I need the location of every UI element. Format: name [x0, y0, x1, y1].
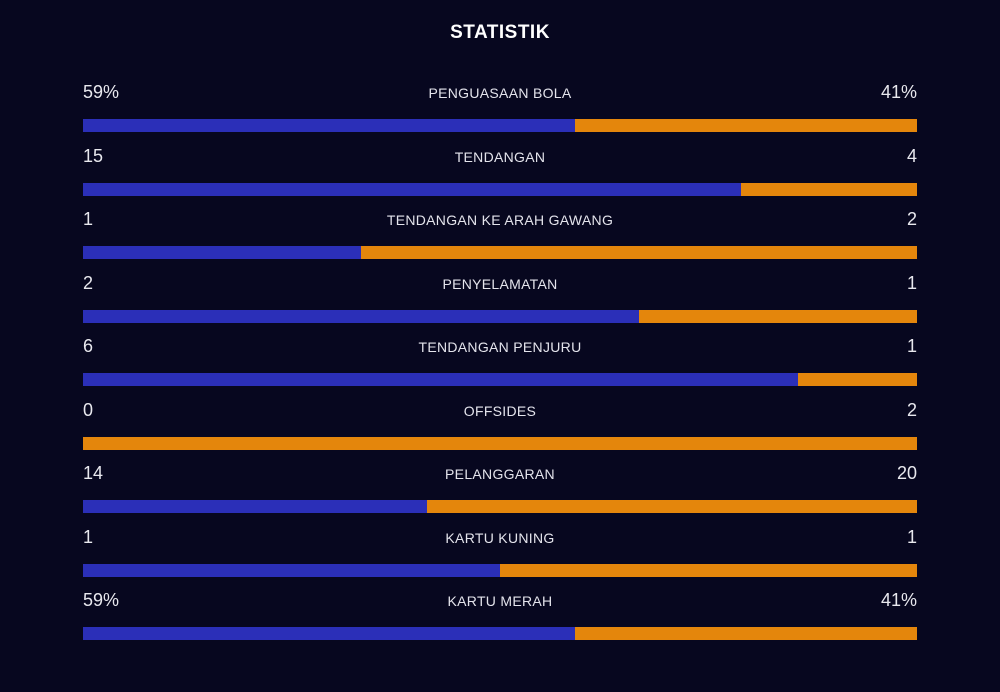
- stat-label: KARTU KUNING: [445, 529, 555, 546]
- comparison-bar: [83, 627, 917, 640]
- home-value: 6: [83, 336, 94, 356]
- home-bar: [83, 246, 361, 259]
- stat-label: KARTU MERAH: [447, 593, 553, 609]
- away-value: 1: [906, 272, 917, 293]
- stat-header: 0 OFFSIDES 2: [83, 398, 917, 426]
- away-value: 1: [906, 336, 917, 356]
- comparison-bar: [83, 246, 917, 259]
- stat-row-possession: 59% PENGUASAAN BOLA 41%: [83, 80, 917, 144]
- home-value: 14: [83, 463, 104, 483]
- home-bar: [83, 119, 576, 132]
- stat-header: 2 PENYELAMATAN 1: [83, 271, 917, 299]
- stat-header: 6 TENDANGAN PENJURU 1: [83, 334, 917, 362]
- home-value: 2: [83, 272, 94, 293]
- stat-row-red-cards: 59% KARTU MERAH 41%: [83, 588, 917, 652]
- stat-row-corners: 6 TENDANGAN PENJURU 1: [83, 334, 917, 398]
- comparison-bar: [83, 309, 917, 323]
- stat-label: TENDANGAN PENJURU: [418, 339, 582, 355]
- away-value: 41%: [880, 590, 917, 610]
- away-bar: [797, 373, 917, 386]
- stat-label: PENYELAMATAN: [442, 275, 558, 292]
- away-bar: [83, 436, 917, 450]
- comparison-bar: [83, 182, 917, 196]
- stat-header: 15 TENDANGAN 4: [83, 144, 917, 172]
- home-bar: [83, 500, 427, 513]
- stats-title: STATISTIK: [450, 22, 550, 43]
- stat-row-offsides: 0 OFFSIDES 2: [83, 398, 917, 462]
- away-bar: [575, 627, 917, 640]
- away-value: 41%: [880, 82, 917, 102]
- comparison-bar: [83, 373, 917, 386]
- stat-label: TENDANGAN KE ARAH GAWANG: [386, 212, 614, 228]
- stat-label: OFFSIDES: [463, 402, 537, 419]
- home-bar: [83, 627, 576, 640]
- away-bar: [741, 182, 917, 196]
- home-value: 15: [83, 145, 104, 166]
- home-bar: [83, 563, 500, 577]
- away-value: 20: [896, 463, 917, 483]
- stat-row-fouls: 14 PELANGGARAN 20: [83, 461, 917, 525]
- away-bar: [426, 500, 917, 513]
- away-value: 1: [906, 526, 917, 547]
- stat-label: PELANGGARAN: [445, 466, 555, 482]
- home-value: 1: [83, 209, 94, 229]
- home-bar: [83, 182, 742, 196]
- away-value: 4: [906, 145, 917, 166]
- comparison-bar: [83, 119, 917, 132]
- away-bar: [639, 309, 917, 323]
- stat-header: 59% KARTU MERAH 41%: [83, 588, 917, 616]
- stat-row-shots-on-target: 1 TENDANGAN KE ARAH GAWANG 2: [83, 207, 917, 271]
- stat-label: PENGUASAAN BOLA: [428, 85, 572, 101]
- stat-row-shots: 15 TENDANGAN 4: [83, 144, 917, 208]
- home-bar: [83, 309, 640, 323]
- home-value: 1: [83, 526, 94, 547]
- stat-header: 1 KARTU KUNING 1: [83, 525, 917, 553]
- comparison-bar: [83, 500, 917, 513]
- home-value: 59%: [83, 82, 120, 102]
- comparison-bar: [83, 436, 917, 450]
- away-bar: [500, 563, 917, 577]
- stat-header: 14 PELANGGARAN 20: [83, 461, 917, 489]
- home-value: 0: [83, 399, 94, 420]
- stat-header: 1 TENDANGAN KE ARAH GAWANG 2: [83, 207, 917, 235]
- stat-header: 59% PENGUASAAN BOLA 41%: [83, 80, 917, 108]
- stats-list: 59% PENGUASAAN BOLA 41% 15 TENDANGAN 4 1…: [83, 80, 917, 652]
- home-value: 59%: [83, 590, 120, 610]
- stat-row-yellow-cards: 1 KARTU KUNING 1: [83, 525, 917, 589]
- comparison-bar: [83, 563, 917, 577]
- away-bar: [575, 119, 917, 132]
- stat-row-saves: 2 PENYELAMATAN 1: [83, 271, 917, 335]
- home-bar: [83, 373, 798, 386]
- away-value: 2: [906, 399, 917, 420]
- away-value: 2: [906, 209, 917, 229]
- stat-label: TENDANGAN: [454, 148, 546, 165]
- away-bar: [360, 246, 917, 259]
